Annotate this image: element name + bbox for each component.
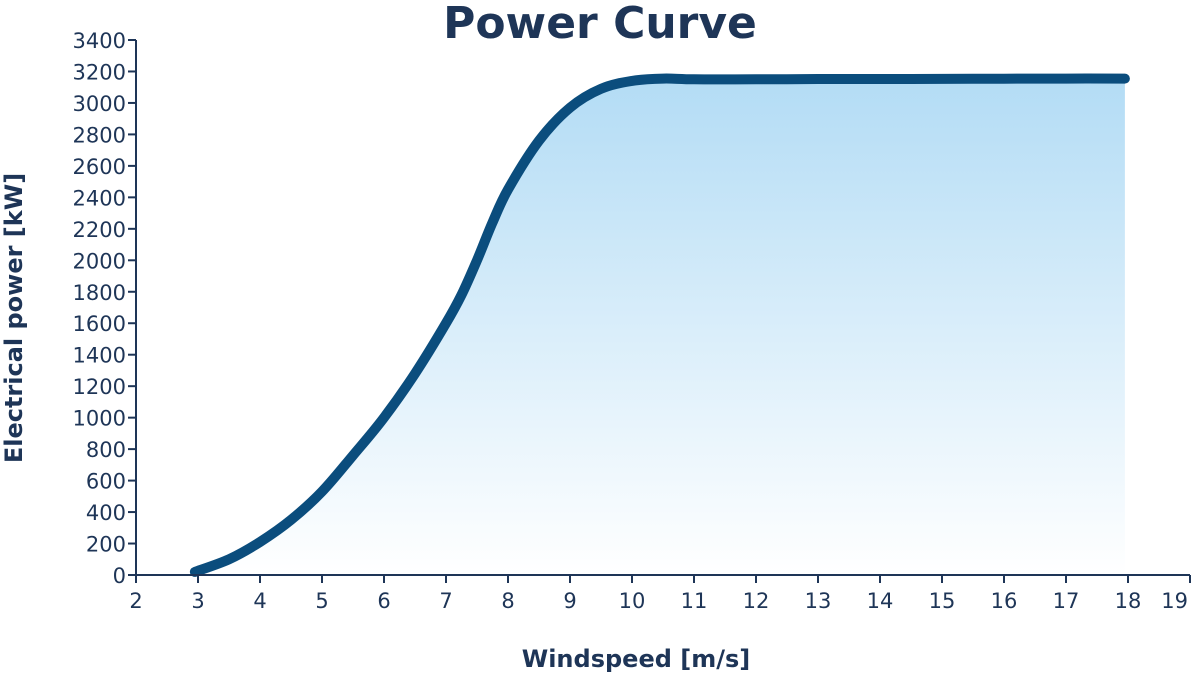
y-tick-label: 0 — [113, 564, 126, 588]
y-axis-label: Electrical power [kW] — [0, 173, 28, 463]
y-tick-label: 3200 — [73, 60, 126, 84]
y-tick-label: 3000 — [73, 92, 126, 116]
area-fill — [194, 78, 1125, 575]
y-tick-label: 200 — [86, 533, 126, 557]
y-axis: 0 200 400 600 800 1000 1200 1400 1600 1800 2000 220… — [73, 29, 137, 588]
x-tick-label: 7 — [439, 589, 452, 613]
y-tick-label: 3400 — [73, 29, 126, 53]
y-tick-label: 2600 — [73, 155, 126, 179]
x-axis: 2 3 4 5 6 7 8 9 10 11 12 13 14 15 16 17 18 19 — [129, 574, 1191, 613]
x-axis-label: Windspeed [m/s] — [522, 645, 751, 673]
x-tick-label: 19 — [1161, 589, 1188, 613]
x-tick-label: 12 — [743, 589, 770, 613]
chart-title: Power Curve — [443, 0, 757, 49]
y-tick-label: 2200 — [73, 218, 126, 242]
y-tick-label: 1800 — [73, 281, 126, 305]
x-tick-label: 16 — [991, 589, 1018, 613]
x-tick-label: 5 — [315, 589, 328, 613]
y-tick-label: 1000 — [73, 407, 126, 431]
x-tick-label: 9 — [563, 589, 576, 613]
x-tick-label: 6 — [377, 589, 390, 613]
x-tick-label: 3 — [191, 589, 204, 613]
y-tick-label: 2400 — [73, 186, 126, 210]
power-curve-line — [189, 73, 1130, 577]
y-tick-label: 400 — [86, 501, 126, 525]
x-tick-label: 14 — [867, 589, 894, 613]
y-tick-label: 600 — [86, 470, 126, 494]
x-tick-label: 15 — [929, 589, 956, 613]
y-tick-label: 1400 — [73, 344, 126, 368]
x-tick-label: 4 — [253, 589, 266, 613]
x-tick-label: 13 — [805, 589, 832, 613]
x-tick-label: 8 — [501, 589, 514, 613]
y-tick-label: 2800 — [73, 123, 126, 147]
y-tick-label: 1200 — [73, 375, 126, 399]
x-tick-label: 17 — [1053, 589, 1080, 613]
y-tick-label: 2000 — [73, 249, 126, 273]
x-tick-label: 2 — [129, 589, 142, 613]
y-tick-label: 800 — [86, 438, 126, 462]
y-tick-label: 1600 — [73, 312, 126, 336]
x-tick-label: 10 — [619, 589, 646, 613]
plot-area — [189, 73, 1130, 577]
x-tick-label: 11 — [681, 589, 708, 613]
x-tick-label: 18 — [1115, 589, 1142, 613]
